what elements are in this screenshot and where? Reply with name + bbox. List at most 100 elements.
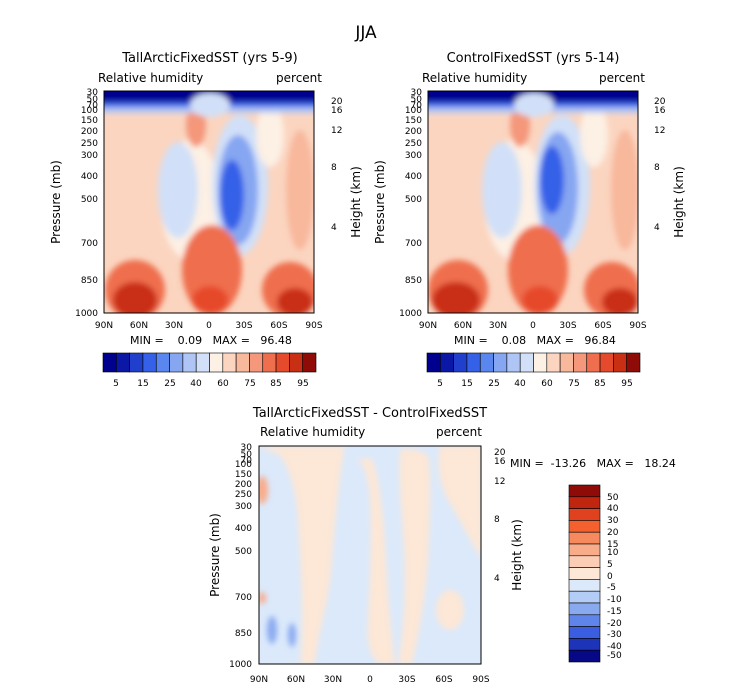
- panel-c-cbar-label: 50: [607, 493, 619, 503]
- panel-c-ytick: 150: [235, 470, 252, 480]
- panel-a-plot: [104, 91, 314, 313]
- panel-c-var-label: Relative humidity: [260, 425, 365, 439]
- panel-c-xtick: 60S: [435, 675, 452, 685]
- panel-c-xtick: 90N: [250, 675, 268, 685]
- panel-c-x-axis: 90N 60N 30N 0 30S 60S 90S: [250, 675, 490, 685]
- panel-a-ytick: 400: [81, 172, 98, 182]
- panel-c-ytick: 250: [235, 490, 252, 500]
- panel-b-y2tick: 20: [654, 97, 666, 107]
- panel-b-var-label: Relative humidity: [422, 71, 527, 85]
- panel-a-ytick: 1000: [75, 309, 98, 319]
- panel-a-units-label: percent: [276, 71, 322, 85]
- colorbar-swatch: [568, 567, 601, 580]
- panel-a-y2label: Height (km): [349, 166, 363, 237]
- panel-c-xtick: 30S: [398, 675, 415, 685]
- panel-a-y2tick: 12: [331, 126, 342, 136]
- panel-a-cbar-label: 60: [217, 379, 229, 389]
- panel-c-cbar-label: 5: [607, 560, 613, 570]
- panel-b-xtick: 30S: [559, 321, 576, 331]
- panel-b-ytick: 1000: [399, 309, 422, 319]
- panel-b-cbar-label: 85: [594, 379, 605, 389]
- panel-b-cbar-label: 75: [568, 379, 579, 389]
- panel-b-cbar-label: 5: [437, 379, 443, 389]
- colorbar-swatch: [559, 352, 574, 373]
- panel-a-xtick: 90N: [95, 321, 113, 331]
- colorbar-swatch: [568, 590, 601, 604]
- panel-b-ytick: 500: [405, 195, 422, 205]
- panel-b-plot: [428, 91, 638, 313]
- colorbar-swatch: [568, 508, 601, 521]
- panel-a-xtick: 60S: [270, 321, 287, 331]
- colorbar-swatch: [222, 352, 237, 373]
- panel-b-y2-axis: 20 16 12 8 4: [654, 97, 666, 233]
- panel-a-ytick: 300: [81, 151, 98, 161]
- panel-c-cbar-label: 15: [607, 540, 618, 550]
- panel-c-cbar-label: 0: [607, 572, 613, 582]
- panel-c-ytick: 1000: [229, 660, 252, 670]
- panel-a: TallArcticFixedSST (yrs 5-9) Relative hu…: [49, 51, 363, 389]
- colorbar-swatch: [116, 352, 130, 373]
- colorbar-swatch: [289, 352, 303, 373]
- colorbar-swatch: [479, 352, 494, 373]
- colorbar-swatch: [209, 352, 224, 373]
- panel-b-y2tick: 12: [654, 126, 665, 136]
- panel-c-min-max: MIN = -13.26 MAX = 18.24: [510, 457, 676, 470]
- colorbar-swatch: [155, 352, 170, 373]
- panel-b-ytick: 700: [405, 239, 422, 249]
- colorbar-swatch: [573, 352, 588, 373]
- panel-a-cbar-label: 15: [137, 379, 148, 389]
- colorbar-swatch: [249, 352, 264, 373]
- panel-a-var-label: Relative humidity: [98, 71, 203, 85]
- panel-a-xtick: 90S: [305, 321, 322, 331]
- panel-b-title: ControlFixedSST (yrs 5-14): [447, 51, 620, 66]
- panel-c-ytick: 700: [235, 593, 252, 603]
- panel-c-ytick: 500: [235, 547, 252, 557]
- panel-a-title: TallArcticFixedSST (yrs 5-9): [121, 51, 298, 66]
- panel-a-y2tick: 8: [331, 163, 337, 173]
- panel-b-cbar-label: 95: [621, 379, 632, 389]
- colorbar-swatch: [626, 352, 641, 373]
- panel-a-cbar-label: 85: [270, 379, 281, 389]
- panel-b-xtick: 30N: [489, 321, 507, 331]
- panel-c-cbar-label: 20: [607, 528, 619, 538]
- panel-a-ytick: 700: [81, 239, 98, 249]
- colorbar-swatch: [568, 614, 601, 627]
- colorbar-swatch: [506, 352, 521, 373]
- panel-c-ytick: 400: [235, 524, 252, 534]
- panel-b-ytick: 300: [405, 151, 422, 161]
- colorbar-swatch: [568, 555, 601, 568]
- colorbar-swatch: [568, 602, 601, 616]
- colorbar-swatch: [466, 352, 481, 373]
- panel-c-cbar-label: -15: [607, 607, 622, 617]
- panel-a-x-axis: 90N 60N 30N 0 30S 60S 90S: [95, 321, 323, 331]
- panel-c-y2tick: 16: [494, 457, 506, 467]
- panel-c-y-axis: 30 50 70 100 150 200 250 300 400 500 700…: [229, 443, 252, 670]
- colorbar-swatch: [195, 352, 210, 373]
- panel-c-y2label: Height (km): [510, 519, 524, 590]
- panel-b-y2label: Height (km): [672, 166, 686, 237]
- colorbar-swatch: [568, 579, 601, 592]
- panel-a-y2tick: 4: [331, 223, 337, 233]
- panel-b-y2tick: 4: [654, 223, 660, 233]
- panel-b-ytick: 100: [405, 106, 422, 116]
- panel-a-y2tick: 20: [331, 97, 343, 107]
- panel-c-cbar-label: 30: [607, 516, 619, 526]
- panel-c-xtick: 60N: [287, 675, 305, 685]
- colorbar-swatch: [169, 352, 184, 373]
- panel-b-xtick: 60S: [594, 321, 611, 331]
- panel-a-cbar-label: 40: [190, 379, 202, 389]
- colorbar-swatch: [586, 352, 601, 373]
- panel-b-y-axis: 30 50 70 100 150 200 250 300 400 500 700…: [399, 88, 422, 319]
- colorbar-swatch: [519, 352, 534, 373]
- panel-a-ytick: 250: [81, 139, 98, 149]
- colorbar-swatch: [426, 352, 441, 373]
- panel-c-cbar-label: -5: [607, 583, 616, 593]
- colorbar-swatch: [568, 626, 601, 639]
- panel-c-xtick: 0: [367, 675, 373, 685]
- panel-c: TallArcticFixedSST - ControlFixedSST Rel…: [208, 406, 676, 685]
- panel-a-ytick: 100: [81, 106, 98, 116]
- panel-c-units-label: percent: [436, 425, 482, 439]
- panel-a-xtick: 30S: [235, 321, 252, 331]
- panel-c-cbar-label: -40: [607, 642, 622, 652]
